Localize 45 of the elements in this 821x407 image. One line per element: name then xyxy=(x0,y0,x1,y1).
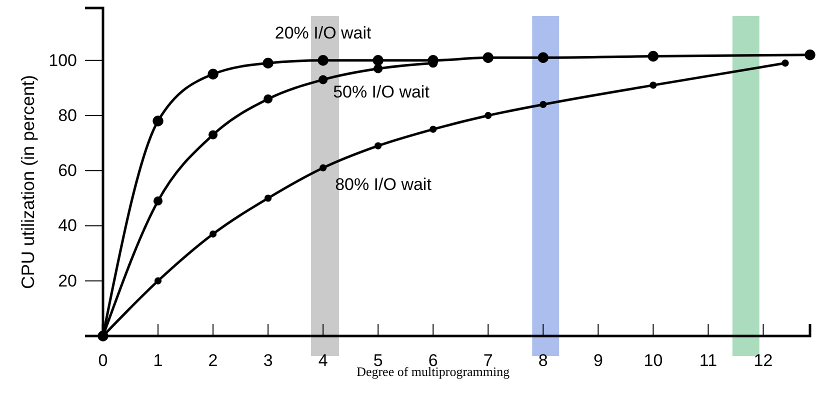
point xyxy=(209,230,217,238)
point xyxy=(208,68,218,80)
point xyxy=(153,196,163,206)
point xyxy=(648,50,659,62)
point xyxy=(374,64,383,74)
x-tick-label: 11 xyxy=(699,351,718,370)
x-tick-label: 9 xyxy=(593,351,603,370)
point xyxy=(152,116,164,126)
series-label: 50% I/O wait xyxy=(333,82,430,102)
x-tick-label: 3 xyxy=(263,351,273,370)
point xyxy=(650,82,657,89)
y-tick-label: 20 xyxy=(58,271,77,290)
x-tick-label: 7 xyxy=(483,351,493,370)
point xyxy=(484,112,492,120)
y-axis-title: CPU utilization (in percent) xyxy=(18,74,38,290)
point xyxy=(482,52,494,63)
point xyxy=(804,50,816,60)
y-tick-label: 100 xyxy=(48,50,77,70)
y-tick-label: 40 xyxy=(58,216,77,236)
point xyxy=(372,55,384,66)
point xyxy=(320,164,327,172)
x-tick-label: 8 xyxy=(538,351,548,370)
point xyxy=(430,126,437,133)
point xyxy=(154,277,162,284)
x-tick-label: 5 xyxy=(373,351,383,370)
point xyxy=(264,194,272,202)
series-label: 20% I/O wait xyxy=(274,23,372,42)
point xyxy=(374,142,382,150)
x-tick-label: 12 xyxy=(754,351,773,370)
point xyxy=(262,58,274,68)
series-label: 80% I/O wait xyxy=(335,174,432,194)
point xyxy=(208,130,218,140)
x-tick-label: 2 xyxy=(208,351,218,370)
point xyxy=(540,100,547,108)
y-tick-label: 60 xyxy=(58,161,77,180)
point xyxy=(318,75,328,84)
y-tick-label: 80 xyxy=(58,106,77,125)
x-tick-label: 10 xyxy=(644,351,663,370)
point xyxy=(264,94,273,104)
x-tick-label: 4 xyxy=(318,351,328,370)
x-tick-label: 0 xyxy=(98,351,108,370)
point xyxy=(782,60,789,67)
point xyxy=(538,52,549,63)
x-tick-label: 1 xyxy=(153,351,163,370)
point xyxy=(318,55,328,66)
